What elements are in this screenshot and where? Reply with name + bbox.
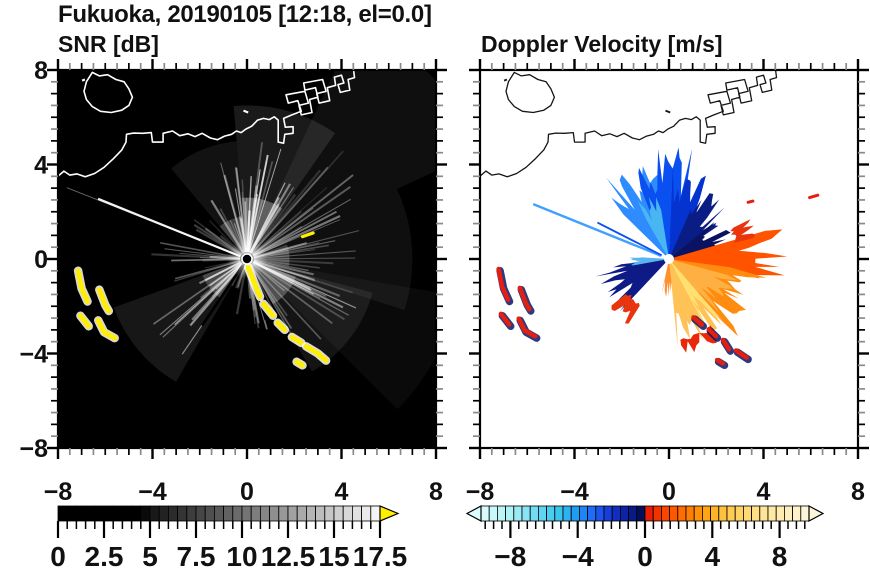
ytick-label: 8 [34, 57, 48, 85]
doppler-colorbar-over-arrow [808, 504, 825, 523]
doppler-colorbar: −8 −4 0 4 8 [465, 504, 825, 570]
ytick-label: −4 [19, 341, 48, 369]
dop-xtick-label: 8 [851, 478, 865, 506]
snr-bright-ray [66, 187, 241, 257]
snr-colorbar-label: 0 [50, 541, 66, 570]
dop-xtick-label: 0 [662, 478, 676, 506]
snr-colorbar: 0 2.5 5 7.5 10 12.5 15 17.5 [50, 505, 408, 570]
doppler-colorbar-under-arrow [465, 504, 482, 523]
ytick-labels: 8 4 0 −4 −8 [19, 57, 48, 463]
snr-xtick-labels: −8 −4 0 4 8 [44, 478, 443, 506]
snr-colorbar-label: 10 [226, 541, 257, 570]
dop-xtick-labels: −8 −4 0 4 8 [466, 478, 865, 506]
snr-colorbar-label: 2.5 [85, 541, 124, 570]
doppler-panel [478, 68, 860, 450]
doppler-colorbar-label: 8 [772, 541, 788, 570]
doppler-colorbar-label: 4 [705, 541, 721, 570]
snr-colorbar-label: 15 [318, 541, 349, 570]
snr-colorbar-label: 12.5 [261, 541, 316, 570]
dop-axis-ticks [469, 59, 869, 459]
dop-xtick-label: −4 [560, 478, 589, 506]
doppler-colorbar-label: 0 [637, 541, 653, 570]
doppler-colorbar-label: −4 [562, 541, 594, 570]
radar-center-hole [664, 254, 674, 264]
coastline [480, 70, 778, 178]
ytick-label: 0 [34, 246, 48, 274]
doppler-clutter [496, 193, 820, 370]
snr-colorbar-label: 17.5 [353, 541, 408, 570]
snr-axis-ticks [47, 59, 447, 459]
dop-xtick-label: 4 [757, 478, 771, 506]
snr-clutter [73, 231, 331, 370]
radar-center-dot [241, 253, 253, 265]
doppler-thin-ray [597, 221, 663, 257]
snr-xtick-label: −4 [138, 478, 167, 506]
doppler-velocity-fan [595, 147, 788, 353]
snr-colorbar-over-arrow [379, 505, 400, 522]
figure-title: Fukuoka, 20190105 [12:18, el=0.0] [58, 1, 432, 28]
doppler-colorbar-label: −8 [494, 541, 526, 570]
snr-xtick-label: 4 [335, 478, 349, 506]
coastline [58, 70, 356, 178]
snr-shadow-spoke [191, 265, 245, 372]
snr-xtick-label: 0 [240, 478, 254, 506]
snr-xtick-label: 8 [429, 478, 443, 506]
snr-panel [56, 68, 438, 450]
snr-bright-ray [97, 197, 241, 258]
snr-panel-title: SNR [dB] [58, 31, 159, 57]
snr-colorbar-label: 5 [142, 541, 158, 570]
snr-xtick-label: −8 [44, 478, 73, 506]
ytick-label: 4 [34, 152, 48, 180]
ytick-label: −8 [19, 435, 48, 463]
doppler-thin-ray [532, 203, 662, 258]
snr-colorbar-label: 7.5 [177, 541, 216, 570]
dop-xtick-label: −8 [466, 478, 495, 506]
doppler-panel-title: Doppler Velocity [m/s] [481, 31, 723, 57]
